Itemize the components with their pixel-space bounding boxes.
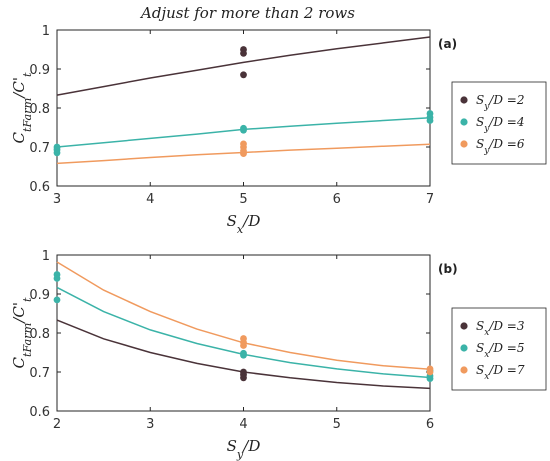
panel-label: (a) <box>438 37 457 51</box>
y-axis-label: CtFarm/C't <box>10 297 34 368</box>
x-tick-label: 7 <box>426 192 434 207</box>
legend-entry: Sy/D =2 <box>476 93 525 112</box>
x-axis-label: Sy/D <box>227 437 261 461</box>
chart-panel-b: 2 3 4 5 6 0.6 0.7 0.8 0.9 1 (b) Sy/D CtFarm/C't Sx/D … <box>10 249 547 461</box>
x-tick-label: 4 <box>239 417 247 432</box>
data-point-series-2 <box>426 117 434 124</box>
legend-entry: Sx/D =3 <box>476 319 525 338</box>
legend-box <box>451 81 547 165</box>
data-point-series-2 <box>53 296 61 304</box>
data-point-series-2 <box>53 149 61 157</box>
x-tick-label: 5 <box>333 417 341 432</box>
data-point-series-3 <box>240 150 247 158</box>
legend: Sx/D =3 Sx/D =5 Sx/D =7 <box>451 307 547 391</box>
legend-marker <box>460 344 468 352</box>
y-tick-label: 0.7 <box>29 366 50 381</box>
x-tick-label: 3 <box>146 417 154 432</box>
legend-entry: Sx/D =5 <box>476 341 524 360</box>
x-tick-label: 4 <box>146 192 154 207</box>
plot-area <box>56 254 431 412</box>
data-point-series-2 <box>240 126 247 134</box>
y-tick-label: 0.8 <box>29 102 50 117</box>
legend-entry: Sy/D =4 <box>476 115 525 134</box>
chart-panel-a: 3 4 5 6 7 0.6 0.7 0.8 0.9 1 (a) Sx/D CtFarm/C't Sy/D … <box>10 24 547 236</box>
x-tick-label: 5 <box>239 192 247 207</box>
series-line-1 <box>56 36 431 96</box>
y-tick-label: 0.6 <box>29 180 50 195</box>
x-tick-label: 6 <box>333 192 341 207</box>
legend-marker <box>460 366 468 374</box>
legend-marker <box>460 118 468 126</box>
data-point-series-2 <box>53 275 61 282</box>
legend: Sy/D =2 Sy/D =4 Sy/D =6 <box>451 81 547 165</box>
legend-marker <box>460 96 468 104</box>
data-point-series-3 <box>426 368 434 376</box>
panel-label: (b) <box>438 262 458 276</box>
y-tick-label: 0.7 <box>29 141 50 156</box>
data-point-series-1 <box>240 374 247 382</box>
data-point-series-2 <box>240 351 247 359</box>
x-tick-label: 3 <box>53 192 61 207</box>
data-point-series-1 <box>240 71 247 79</box>
data-point-series-1 <box>240 50 247 57</box>
legend-entry: Sy/D =6 <box>476 137 525 156</box>
legend-marker <box>460 140 468 148</box>
y-tick-label: 1 <box>42 249 50 264</box>
data-point-series-2 <box>426 375 434 382</box>
y-tick-label: 0.8 <box>29 327 50 342</box>
data-point-series-3 <box>240 342 247 349</box>
y-tick-label: 0.9 <box>29 63 50 78</box>
x-tick-label: 2 <box>53 417 61 432</box>
y-tick-label: 0.9 <box>29 288 50 303</box>
legend-entry: Sx/D =7 <box>476 363 525 382</box>
y-axis-label: CtFarm/C't <box>10 72 34 143</box>
x-axis-label: Sx/D <box>227 212 261 236</box>
y-tick-label: 0.6 <box>29 405 50 420</box>
x-tick-label: 6 <box>426 417 434 432</box>
y-tick-label: 1 <box>42 24 50 39</box>
legend-box <box>451 307 547 391</box>
legend-marker <box>460 322 468 330</box>
figure-title: Adjust for more than 2 rows <box>139 4 355 22</box>
